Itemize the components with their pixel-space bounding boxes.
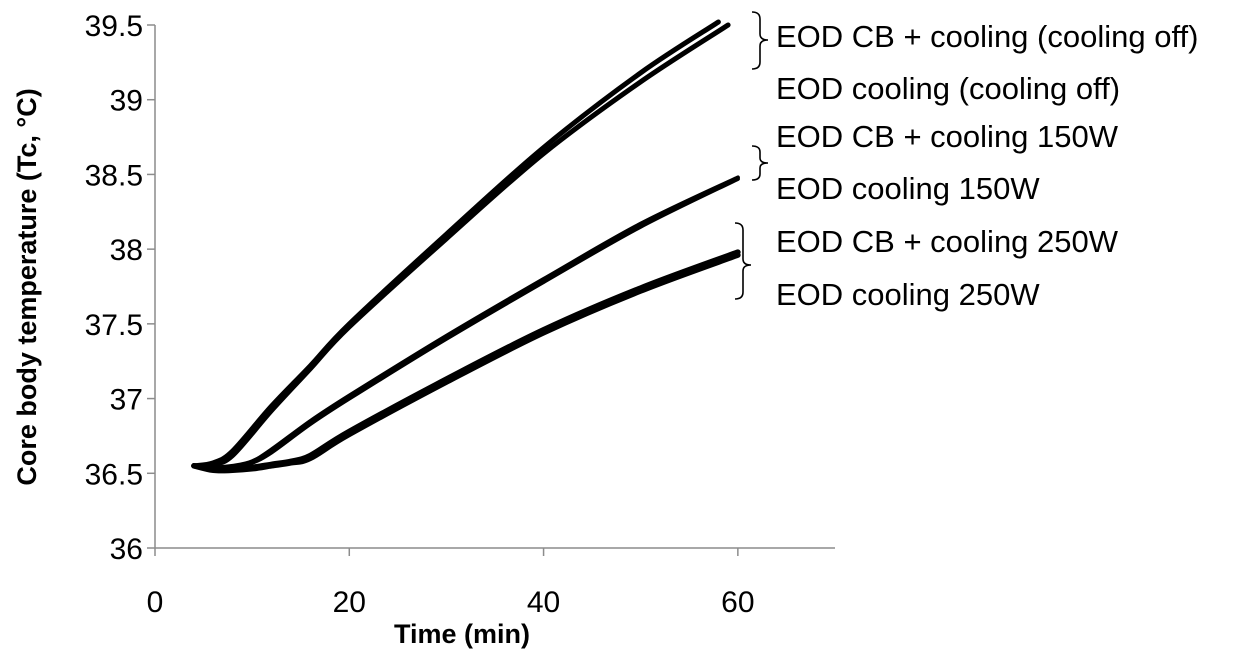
- legend-label-1: EOD CB + cooling (cooling off): [776, 19, 1198, 54]
- x-tick-label: 40: [527, 586, 560, 619]
- legend: EOD CB + cooling (cooling off) EOD coolin…: [734, 11, 1198, 312]
- legend-label-6: EOD cooling 250W: [776, 277, 1040, 312]
- legend-label-5: EOD CB + cooling 250W: [776, 224, 1119, 259]
- legend-brace-cooling-off: [751, 11, 769, 70]
- series-line-6: [191, 252, 741, 474]
- y-tick-label: 38: [110, 234, 143, 267]
- series-lines: [191, 19, 741, 474]
- legend-label-4: EOD cooling 150W: [776, 171, 1040, 206]
- y-tick-label: 37.5: [85, 309, 143, 342]
- y-tick-label: 36.5: [85, 458, 143, 491]
- y-tick-label: 39.5: [85, 10, 143, 43]
- legend-label-3: EOD CB + cooling 150W: [776, 119, 1119, 154]
- y-tick-label: 38.5: [85, 159, 143, 192]
- x-tick-label: 20: [333, 586, 366, 619]
- legend-labels: EOD CB + cooling (cooling off) EOD coolin…: [776, 19, 1198, 312]
- legend-brace-150w: [751, 145, 769, 181]
- y-tick-marks: [147, 24, 155, 549]
- y-tick-label: 36: [110, 533, 143, 566]
- series-line-1: [191, 19, 721, 469]
- y-axis-title: Core body temperature (Tc, °C): [12, 88, 42, 485]
- legend-brace-250w: [734, 222, 752, 300]
- x-tick-label: 60: [721, 586, 754, 619]
- y-tick-label: 37: [110, 384, 143, 417]
- x-tick-label: 0: [147, 586, 164, 619]
- legend-label-2: EOD cooling (cooling off): [776, 71, 1120, 106]
- series-line-2: [191, 22, 731, 469]
- y-tick-labels: 36 36.5 37 37.5 38 38.5 39 39.5: [85, 10, 143, 566]
- x-tick-labels: 0 20 40 60: [147, 586, 755, 619]
- x-axis-title: Time (min): [394, 619, 530, 649]
- y-tick-label: 39: [110, 85, 143, 118]
- plot-area: [147, 19, 835, 556]
- x-tick-marks: [154, 548, 739, 556]
